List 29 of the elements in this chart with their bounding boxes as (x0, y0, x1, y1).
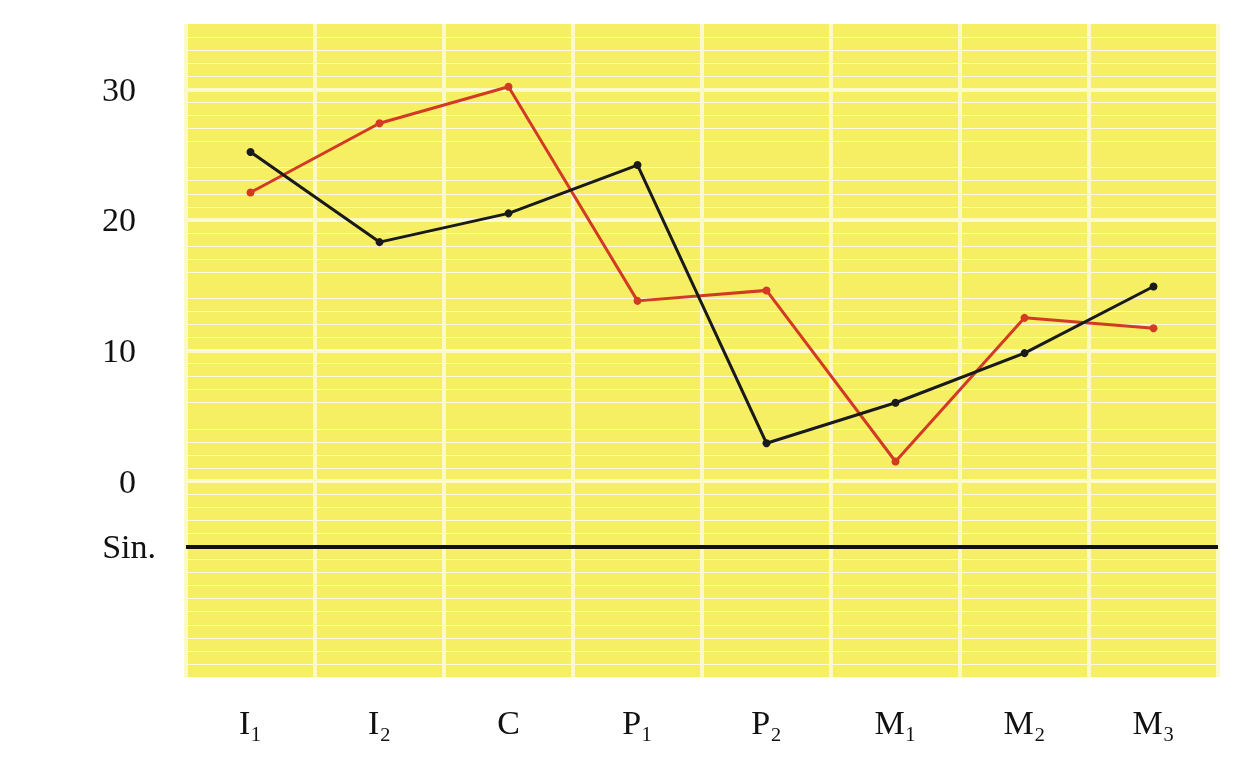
x-tick-label: M₁ (874, 703, 917, 741)
point (891, 398, 900, 407)
x-tick-label: P₁ (622, 703, 653, 741)
x-tick-label: M₃ (1132, 703, 1175, 741)
point (762, 439, 771, 448)
y-tick-label: 30 (102, 70, 136, 108)
point (1149, 324, 1158, 333)
point (504, 82, 513, 91)
x-tick-label: I₁ (238, 703, 263, 741)
point (633, 161, 642, 170)
x-tick-label: P₂ (751, 703, 782, 741)
point (1149, 282, 1158, 291)
y-tick-label: 20 (102, 201, 136, 239)
point (504, 209, 513, 218)
ref-line-label: Sin. (102, 527, 156, 565)
point (246, 147, 255, 156)
x-tick-label: I₂ (367, 703, 392, 741)
x-tick-label: C (497, 703, 520, 741)
y-tick-label: 10 (102, 332, 136, 369)
point (762, 286, 771, 295)
point (246, 188, 255, 197)
y-tick-label: 0 (119, 462, 136, 500)
point (633, 296, 642, 305)
point (1020, 349, 1029, 358)
point (375, 238, 384, 247)
point (1020, 313, 1029, 322)
x-tick-label: M₂ (1003, 703, 1046, 741)
point (891, 457, 900, 466)
point (375, 119, 384, 128)
